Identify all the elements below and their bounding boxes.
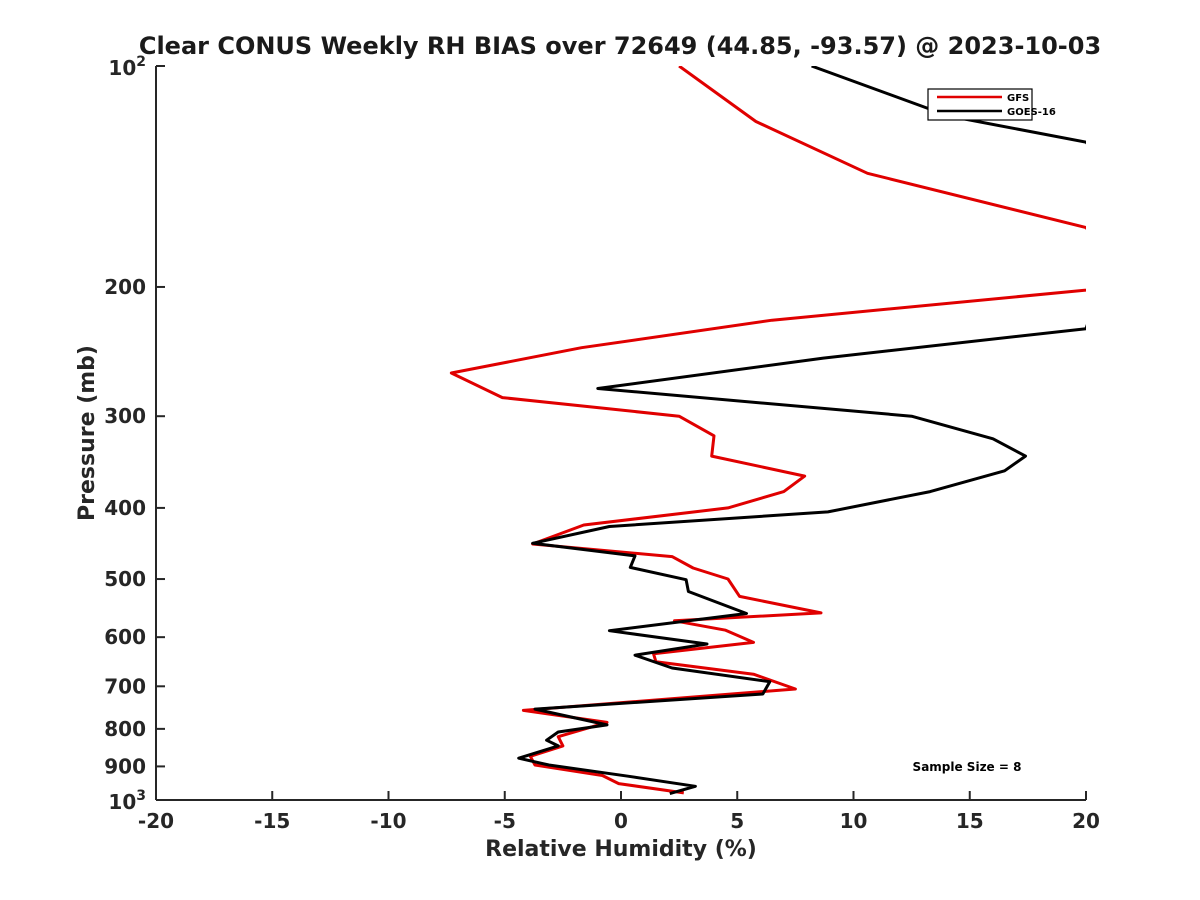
series-layer — [449, 66, 1086, 796]
legend-box — [927, 88, 1033, 121]
x-tick-label: -20 — [138, 809, 174, 833]
series-line-gfs — [449, 66, 1086, 795]
x-tick-label: -15 — [254, 809, 290, 833]
y-tick-label: 700 — [104, 674, 146, 698]
y-tick-label: 400 — [104, 496, 146, 520]
y-tick-label: 600 — [104, 625, 146, 649]
legend-label-goes16: GOES-16 — [1007, 107, 1056, 118]
legend: GFS GOES-16 — [927, 88, 1056, 121]
x-axis-label: Relative Humidity (%) — [485, 837, 757, 862]
x-ticks: -20 -15 -10 -5 0 5 10 15 20 — [138, 791, 1100, 833]
y-tick-label: 500 — [104, 567, 146, 591]
y-tick-label: 900 — [104, 754, 146, 778]
x-tick-label: 10 — [840, 809, 868, 833]
y-tick-label: 200 — [104, 275, 146, 299]
y-tick-label: 300 — [104, 404, 146, 428]
x-tick-label: -5 — [494, 809, 516, 833]
y-ticks: 102 200 300 400 500 600 700 800 900 103 — [104, 54, 165, 814]
legend-label-gfs: GFS — [1007, 93, 1029, 104]
x-tick-label: 0 — [614, 809, 628, 833]
y-tick-label: 102 — [108, 54, 146, 80]
x-tick-label: 15 — [956, 809, 984, 833]
y-tick-label: 800 — [104, 717, 146, 741]
x-tick-label: 5 — [730, 809, 744, 833]
x-tick-label: 20 — [1072, 809, 1100, 833]
chart-title: Clear CONUS Weekly RH BIAS over 72649 (4… — [139, 32, 1101, 60]
series-line-goes16 — [517, 66, 1086, 796]
sample-size-annotation: Sample Size = 8 — [913, 760, 1022, 774]
y-axis-label: Pressure (mb) — [75, 345, 100, 521]
axes — [155, 66, 1086, 801]
y-tick-label: 103 — [108, 788, 146, 814]
x-tick-label: -10 — [370, 809, 406, 833]
